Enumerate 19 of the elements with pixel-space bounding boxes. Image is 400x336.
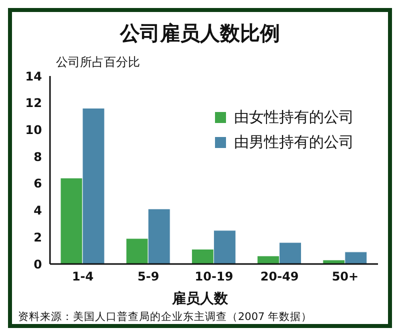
y-axis-title: 公司所占百分比 (56, 54, 140, 71)
y-tick-label: 0 (34, 257, 42, 272)
x-tick-label: 50+ (332, 270, 359, 284)
y-tick-label: 2 (34, 230, 42, 244)
y-tick-label: 4 (34, 204, 42, 218)
x-tick-label: 5-9 (138, 270, 160, 284)
legend-label: 由男性持有的公司 (234, 133, 354, 152)
y-tick-label: 8 (34, 150, 42, 164)
x-tick-label: 20-49 (260, 270, 299, 284)
y-tick-label: 10 (25, 122, 42, 137)
text: 资料来源：美国人口普查局的企业东主调查（2007 年数据） (18, 310, 312, 324)
y-tick-label: 6 (34, 176, 42, 191)
x-tick-label: 1-4 (72, 270, 94, 284)
x-axis-title: 雇员人数 (171, 290, 229, 308)
chart-title: 公司雇员人数比例 (118, 20, 281, 47)
y-tick-label: 12 (25, 96, 42, 110)
y-tick-label: 14 (25, 69, 42, 84)
legend-label: 由女性持有的公司 (234, 108, 354, 127)
x-tick-label: 10-19 (194, 270, 234, 284)
